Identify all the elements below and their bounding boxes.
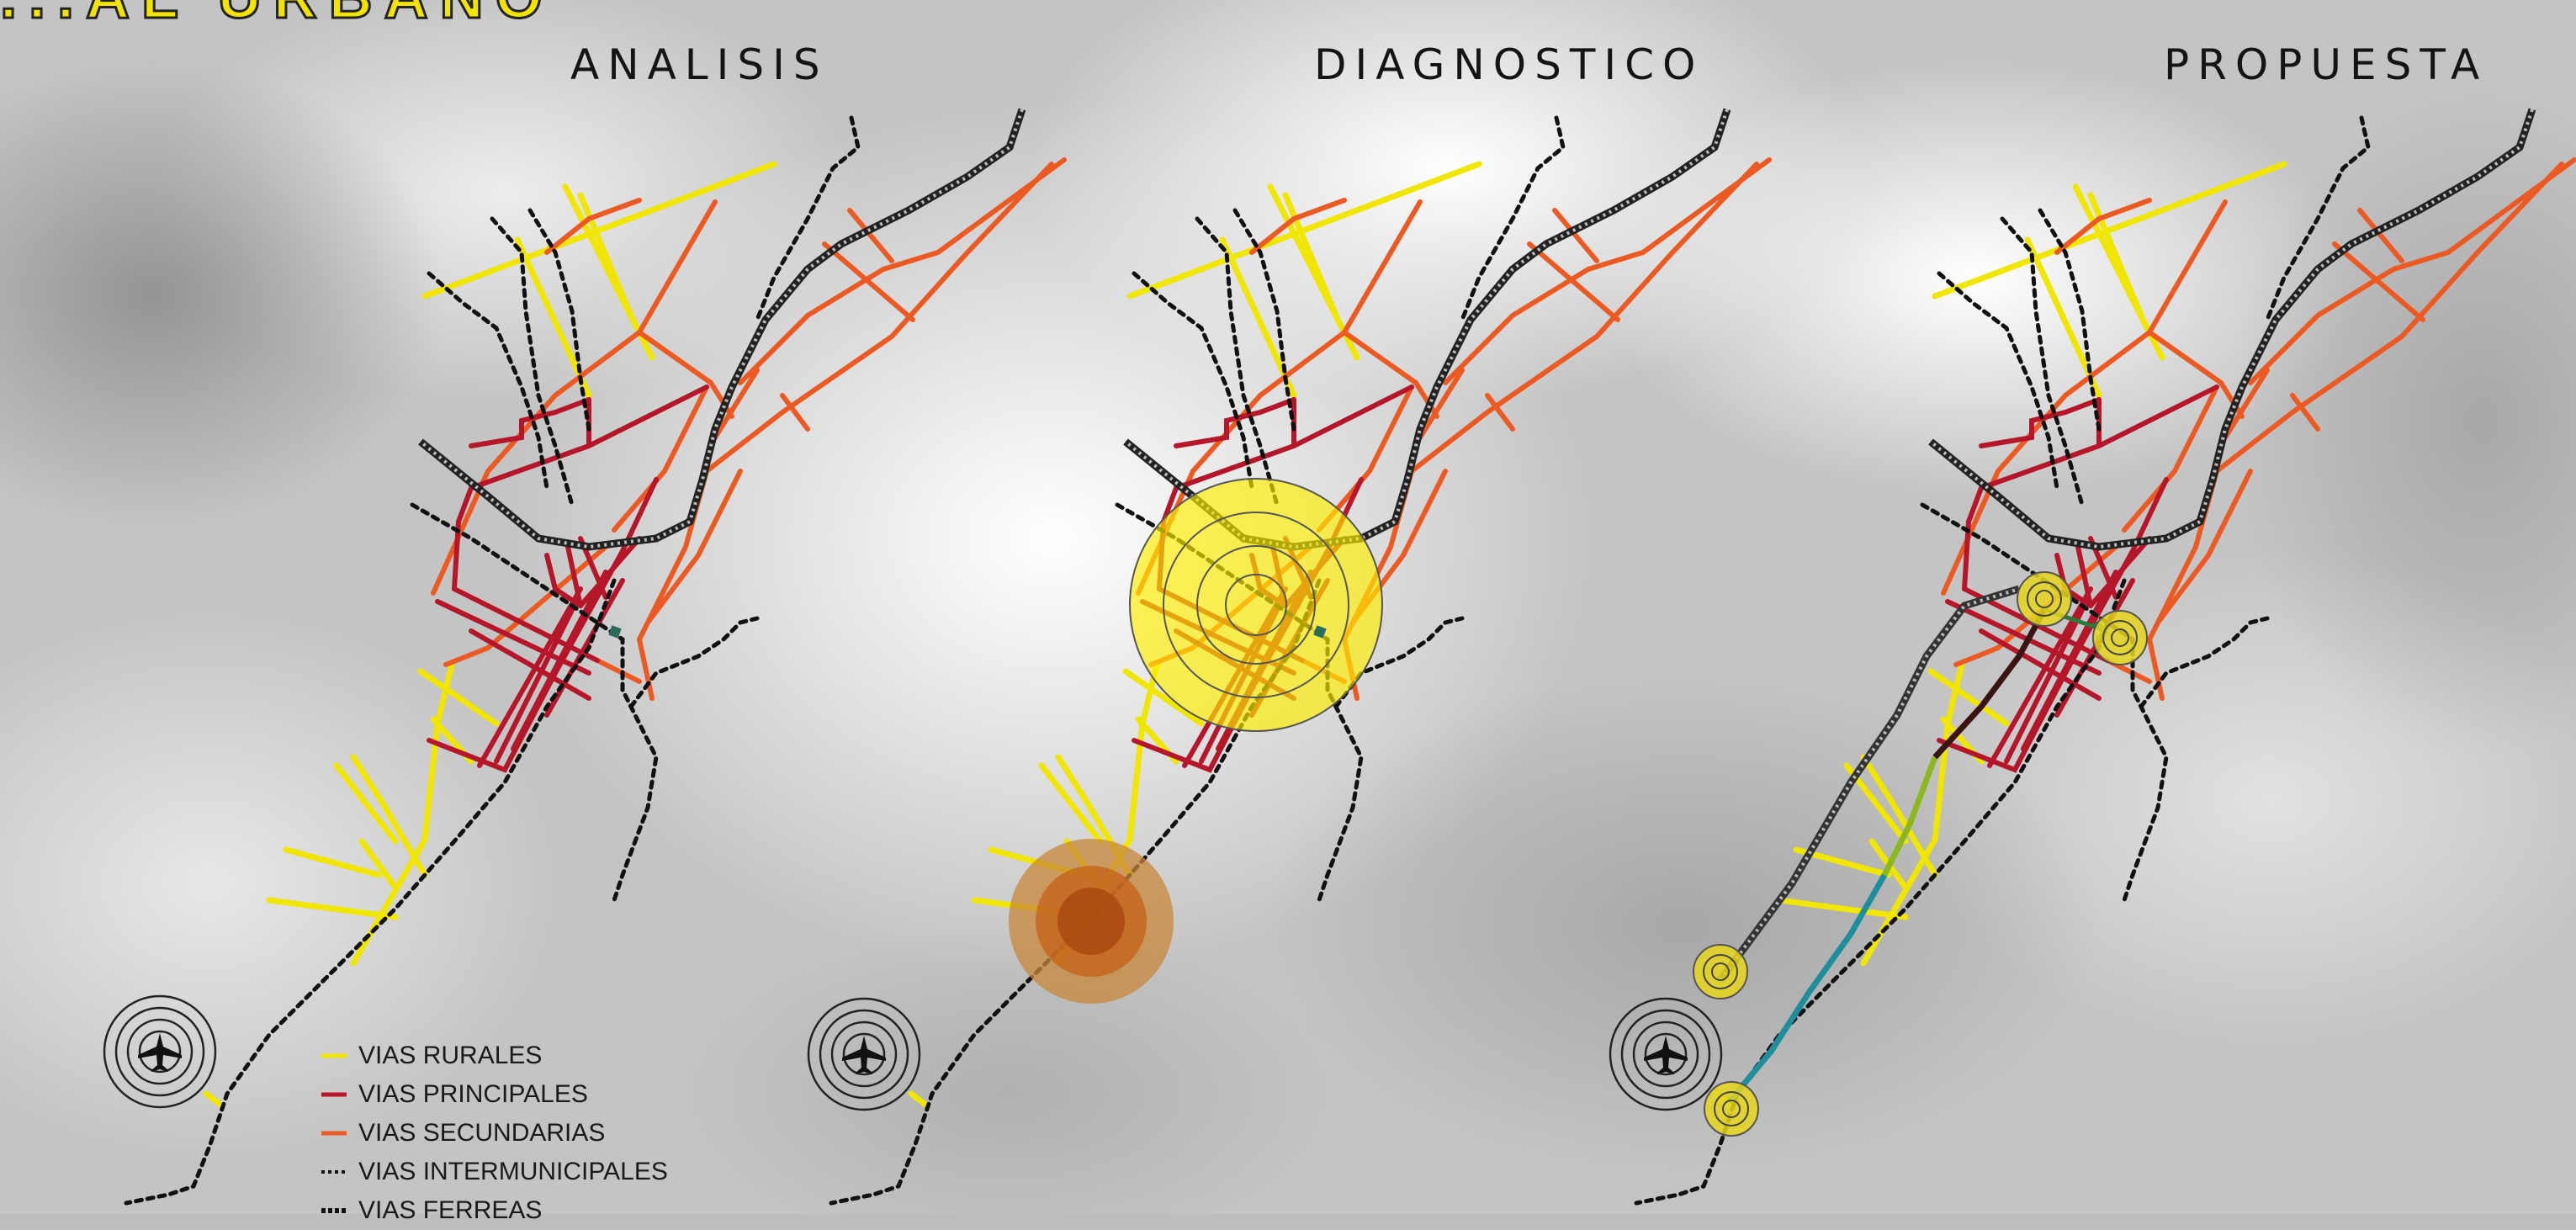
node-proposal-4 [1704,1081,1759,1137]
hotspot-airport-south [1009,839,1174,1004]
legend-item-secundaria: VIAS SECUNDARIAS [320,1114,668,1153]
legend-swatch-secundaria [321,1131,347,1136]
legend-swatch-principal [321,1092,347,1097]
legend-item-intermunicipal: VIAS INTERMUNICIPALES [320,1153,668,1191]
panel-analisis-map [126,109,1064,1203]
map-legend: VIAS RURALES VIAS PRINCIPALES VIAS SECUN… [320,1036,668,1230]
legend-swatch-rural [321,1053,347,1058]
airport-icon [1609,997,1723,1111]
airport-icon [807,997,921,1111]
legend-label: VIAS PRINCIPALES [358,1080,588,1108]
legend-label: VIAS SECUNDARIAS [358,1119,606,1147]
panel-title-analisis: ANALISIS [570,40,829,89]
node-proposal-2 [2092,610,2148,665]
node-proposal-1 [2017,571,2072,627]
legend-item-principal: VIAS PRINCIPALES [320,1075,668,1114]
node-proposal-3 [1693,944,1748,999]
legend-item-rural: VIAS RURALES [320,1036,668,1075]
panel-title-propuesta: PROPUESTA [2164,40,2489,89]
panel-title-diagnostico: DIAGNOSTICO [1314,40,1704,89]
legend-swatch-intermunicipal [321,1170,347,1174]
legend-swatch-ferrea [321,1208,347,1213]
hotspot-center [1129,478,1383,732]
airport-icon [103,994,217,1109]
legend-label: VIAS RURALES [358,1042,543,1069]
panel-propuesta-map [1636,109,2574,1203]
legend-label: VIAS INTERMUNICIPALES [358,1158,668,1185]
legend-label: VIAS FERREAS [358,1196,543,1224]
panel-diagnostico-map [831,109,1769,1203]
banner-title: ...AL URBANO [0,0,554,33]
legend-item-ferrea: VIAS FERREAS [320,1191,668,1230]
